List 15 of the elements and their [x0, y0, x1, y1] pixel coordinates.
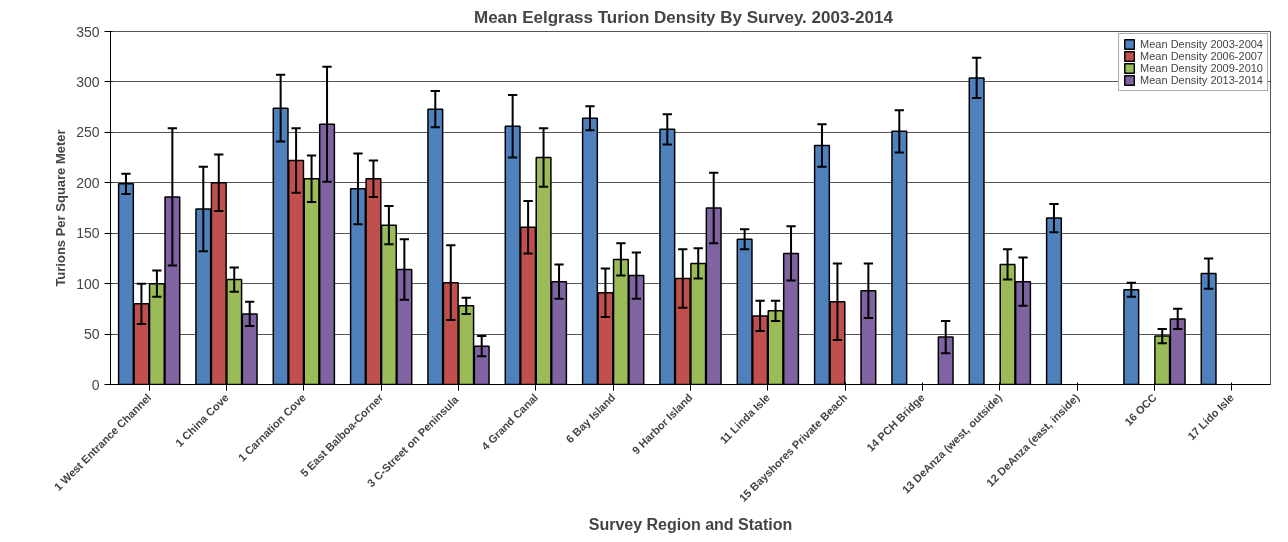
y-tick-label: 250	[76, 124, 100, 141]
chart-title: Mean Eelgrass Turion Density By Survey. 2003-2014	[473, 7, 894, 27]
x-axis-title: Survey Region and Station	[588, 516, 793, 534]
y-tick-label: 300	[76, 73, 100, 90]
y-tick-label: 150	[76, 225, 100, 242]
legend-label: Mean Density 2006-2007	[1140, 50, 1263, 62]
y-axis-title: Turions Per Square Meter	[53, 129, 69, 287]
legend-label: Mean Density 2003-2004	[1140, 38, 1263, 50]
legend-label: Mean Density 2013-2014	[1140, 74, 1263, 86]
legend-label: Mean Density 2009-2010	[1140, 62, 1263, 74]
y-tick-label: 350	[76, 23, 100, 40]
y-tick-label: 200	[76, 174, 100, 191]
y-tick-label: 0	[91, 376, 100, 393]
y-tick-label: 50	[83, 326, 100, 343]
y-tick-label: 100	[76, 275, 100, 292]
